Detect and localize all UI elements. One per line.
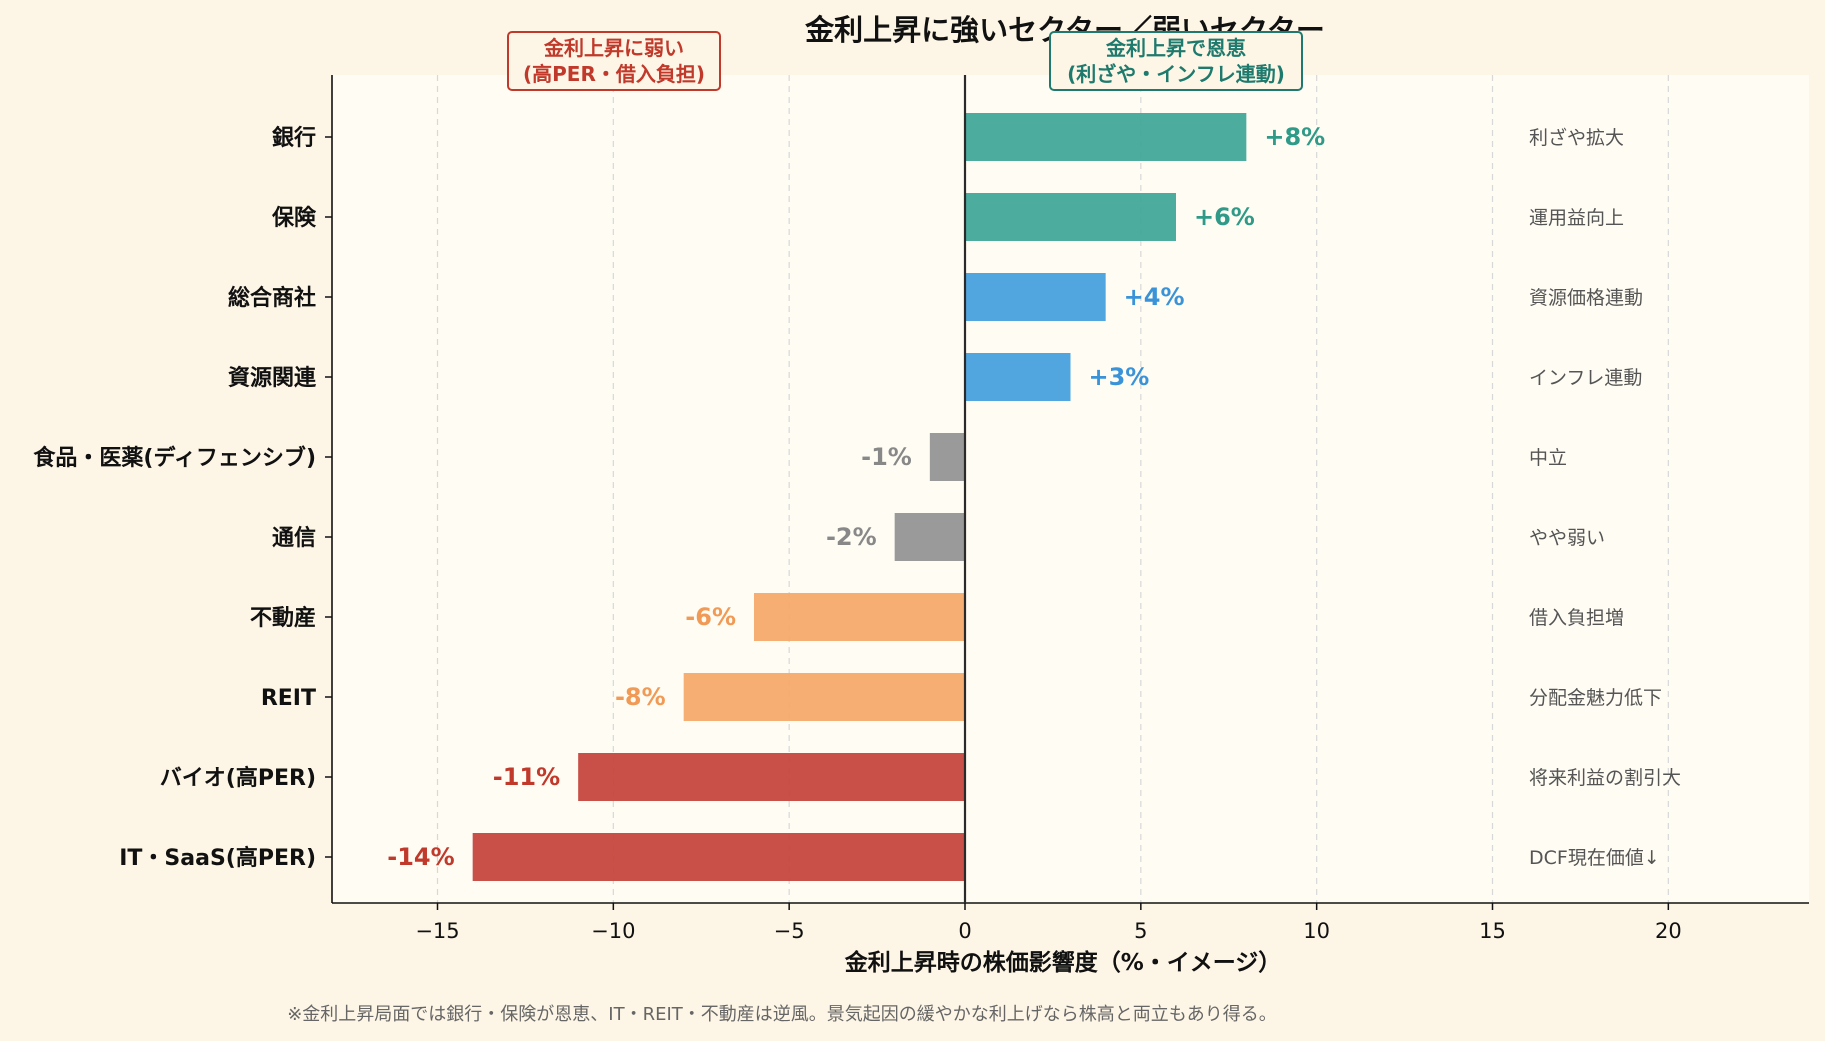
bar — [965, 113, 1247, 161]
value-labels: +8% +6% +4% +3% -1% -2% -6% -8% -11% -14% — [387, 123, 1325, 871]
bar — [754, 593, 965, 641]
x-tick-label: 10 — [1303, 919, 1330, 943]
category-label: REIT — [261, 686, 316, 711]
footnote: ※金利上昇局面では銀行・保険が恩恵、IT・REIT・不動産は逆風。景気起因の緩や… — [287, 1004, 1277, 1025]
bar — [578, 753, 965, 801]
bar — [683, 673, 965, 721]
category-label: 通信 — [272, 525, 316, 551]
x-tick-label: 20 — [1655, 919, 1682, 943]
value-label: -8% — [615, 683, 666, 711]
bar — [965, 193, 1176, 241]
value-label: -1% — [861, 443, 912, 471]
bar — [472, 833, 965, 881]
x-tick-label: −5 — [774, 919, 805, 943]
note-label: DCF現在価値↓ — [1529, 847, 1660, 869]
strong-annotation-line1: 金利上昇で恩恵 — [1105, 36, 1246, 60]
x-tick-label: −15 — [415, 919, 459, 943]
category-label: 銀行 — [272, 125, 316, 151]
bar — [929, 433, 965, 481]
x-tick-label: 0 — [958, 919, 971, 943]
axes: −15 −10 −5 0 5 10 15 20 — [325, 75, 1809, 943]
value-label: -11% — [493, 763, 560, 791]
value-label: -14% — [387, 843, 454, 871]
bar — [965, 353, 1071, 401]
category-label: バイオ(高PER) — [160, 765, 316, 791]
weak-annotation-line1: 金利上昇に弱い — [543, 36, 684, 60]
note-label: 借入負担増 — [1529, 607, 1624, 629]
x-tick-label: 5 — [1134, 919, 1147, 943]
value-label: +3% — [1089, 363, 1150, 391]
value-label: -2% — [826, 523, 877, 551]
strong-annotation-box: 金利上昇で恩恵 (利ざや・インフレ連動) — [1049, 31, 1303, 91]
notes: 利ざや拡大運用益向上資源価格連動インフレ連動中立やや弱い借入負担増分配金魅力低下… — [1529, 126, 1681, 869]
note-label: 運用益向上 — [1529, 207, 1624, 229]
note-label: 資源価格連動 — [1529, 287, 1643, 309]
category-label: 不動産 — [250, 605, 316, 631]
value-label: +6% — [1194, 203, 1255, 231]
x-axis-title: 金利上昇時の株価影響度（%・イメージ） — [844, 949, 1282, 976]
note-label: 中立 — [1529, 447, 1567, 469]
category-label: 資源関連 — [228, 365, 317, 391]
value-label: -6% — [685, 603, 736, 631]
bars — [472, 113, 1247, 881]
note-label: 利ざや拡大 — [1529, 126, 1624, 149]
x-tick-label: 15 — [1479, 919, 1506, 943]
bar — [965, 273, 1106, 321]
strong-annotation-line2: (利ざや・インフレ連動) — [1067, 62, 1285, 86]
category-label: IT・SaaS(高PER) — [119, 845, 316, 871]
note-label: 将来利益の割引大 — [1529, 767, 1681, 789]
value-label: +8% — [1264, 123, 1325, 151]
category-label: 食品・医薬(ディフェンシブ) — [33, 445, 316, 471]
note-label: 分配金魅力低下 — [1529, 687, 1662, 709]
category-label: 保険 — [271, 206, 317, 231]
bar — [894, 513, 965, 561]
note-label: やや弱い — [1529, 527, 1605, 549]
x-tick-label: −10 — [591, 919, 635, 943]
note-label: インフレ連動 — [1529, 367, 1642, 389]
weak-annotation-line2: (高PER・借入負担) — [523, 62, 705, 86]
category-label: 総合商社 — [228, 285, 316, 311]
value-label: +4% — [1124, 283, 1185, 311]
weak-annotation-box: 金利上昇に弱い (高PER・借入負担) — [507, 31, 721, 91]
